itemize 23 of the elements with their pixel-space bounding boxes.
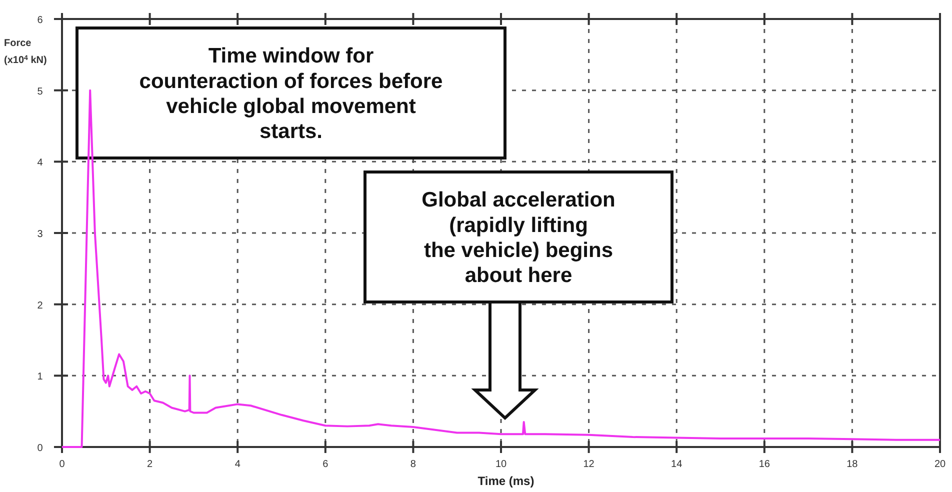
y-tick-label: 3 xyxy=(37,229,44,240)
annotation: Global acceleration (rapidly lifting the vehicle) begins about here xyxy=(422,188,616,288)
line-series xyxy=(61,89,941,448)
x-tick-label: 8 xyxy=(410,459,416,470)
x-tick-label: 6 xyxy=(322,459,329,470)
y-tick-label: 2 xyxy=(37,300,44,312)
y-tick-label: 1 xyxy=(37,372,44,383)
x-tick-label: 16 xyxy=(758,459,770,470)
x-tick-label: 20 xyxy=(934,459,946,470)
x-tick-label: 18 xyxy=(846,459,858,470)
x-tick-label: 2 xyxy=(147,459,154,470)
x-axis-title: Time (ms) xyxy=(478,474,534,488)
x-tick-label: 10 xyxy=(495,459,507,470)
y-tick-label: 6 xyxy=(37,15,44,26)
y-axis-title: Force (x10$^{4}$ kN) xyxy=(4,38,47,66)
x-tick-label: 0 xyxy=(59,459,66,470)
x-tick-label: 4 xyxy=(234,459,241,470)
y-tick-label: 4 xyxy=(37,158,44,169)
x-tick-label: 14 xyxy=(671,459,683,470)
y-tick-label: 5 xyxy=(37,86,44,98)
annotation: Time window for counteraction of forces before vehicle global movement starts. xyxy=(139,44,443,144)
x-tick-label: 12 xyxy=(583,459,595,470)
y-tick-label: 0 xyxy=(37,443,44,454)
